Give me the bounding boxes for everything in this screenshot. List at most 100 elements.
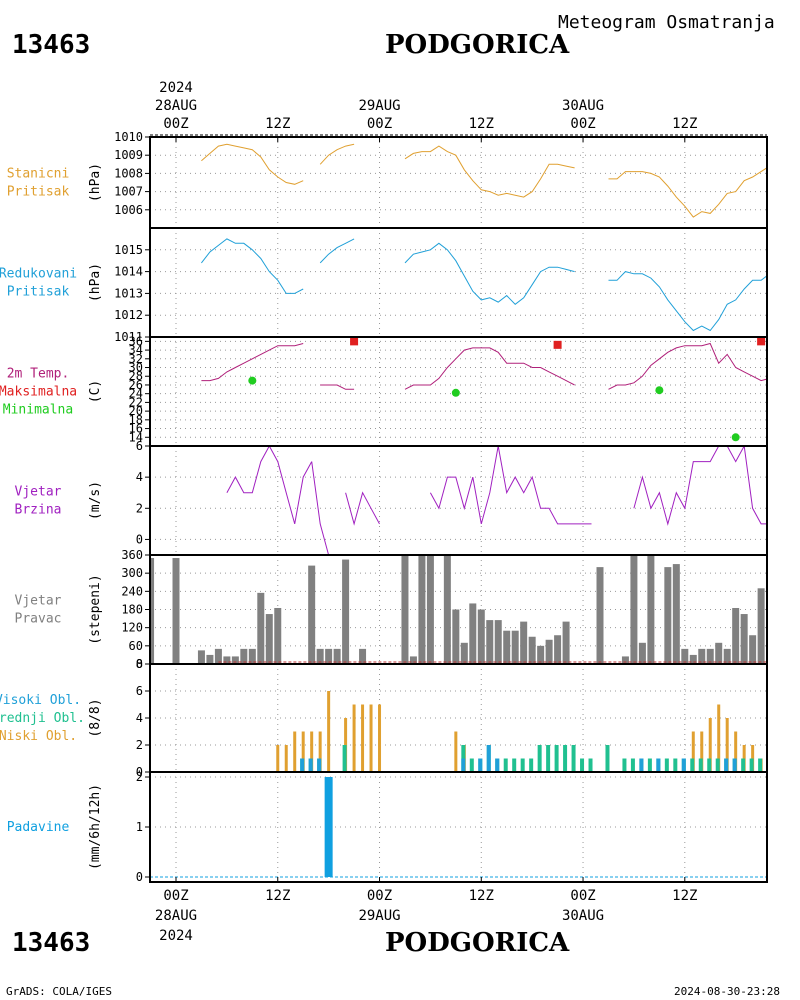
bar-4-57 xyxy=(638,642,646,664)
cloud-bar-0-37 xyxy=(768,745,771,772)
panel-name-3-0: Vjetar xyxy=(15,485,62,500)
ytick-label-3-2: 4 xyxy=(136,470,143,484)
cloud-bar-0-6 xyxy=(327,691,331,772)
top-day-label-2: 30AUG xyxy=(562,98,604,114)
panel-marks-6 xyxy=(150,777,767,878)
series-line-0-2 xyxy=(404,145,575,198)
bar-4-41 xyxy=(503,630,511,664)
meteogram-subtitle: Meteogram Osmatranja xyxy=(558,12,775,33)
bar-4-60 xyxy=(664,567,672,664)
cloud-bar-1-22 xyxy=(630,758,635,772)
bar-4-32 xyxy=(426,555,434,664)
ytick-label-5-1: 2 xyxy=(136,738,143,752)
series-line-3-1 xyxy=(311,461,330,555)
bottom-tick-label-2: 00Z xyxy=(367,888,392,904)
panel-marks-5 xyxy=(276,691,780,773)
bar-4-11 xyxy=(248,648,256,664)
ytick-label-2-9: 32 xyxy=(129,352,143,366)
cloud-bar-1-21 xyxy=(622,758,627,772)
cloud-bar-0-10 xyxy=(361,704,365,772)
ytick-label-4-1: 60 xyxy=(129,639,143,653)
station-id-bottom: 13463 xyxy=(12,928,91,958)
ytick-label-1-0: 1011 xyxy=(114,330,143,344)
cloud-bar-2-8 xyxy=(656,758,661,772)
min-temp-marker-1 xyxy=(451,388,460,397)
top-tick-label-0: 00Z xyxy=(163,116,188,132)
bar-4-46 xyxy=(545,639,553,664)
ytick-label-5-4: 8 xyxy=(136,657,143,671)
panel-3: 0 2 4 6 (m/s) Vjetar Brzina xyxy=(15,439,768,556)
panel-name-3-1: Brzina xyxy=(15,503,62,518)
ylabel-0: (hPa) xyxy=(88,163,103,202)
cloud-bar-1-30 xyxy=(698,758,703,772)
cloud-bar-1-18 xyxy=(580,758,585,772)
panel-name-1-1: Pritisak xyxy=(7,285,70,300)
panel-border-6 xyxy=(149,771,768,883)
bottom-tick-label-0: 00Z xyxy=(163,888,188,904)
city-title-bottom: PODGORICA xyxy=(385,928,570,958)
panel-name-4-0: Vjetar xyxy=(15,594,62,609)
bar-4-42 xyxy=(511,630,519,664)
ytick-label-2-6: 26 xyxy=(129,378,143,392)
cloud-bar-1-3 xyxy=(342,745,347,772)
cloud-bar-2-10 xyxy=(724,758,729,772)
series-line-3-0 xyxy=(226,446,313,525)
cloud-bar-0-12 xyxy=(378,704,382,772)
bar-4-71 xyxy=(757,588,765,664)
cloud-bar-1-5 xyxy=(469,758,474,772)
ytick-label-2-2: 18 xyxy=(129,413,143,427)
cloud-bar-2-1 xyxy=(308,758,313,772)
city-title-top: PODGORICA xyxy=(385,30,570,60)
bottom-tick-label-3: 12Z xyxy=(469,888,494,904)
panel-name-5-1: Srednji Obl. xyxy=(0,711,85,726)
ytick-label-2-0: 14 xyxy=(129,430,143,444)
bar-4-34 xyxy=(443,555,451,664)
cloud-bar-1-36 xyxy=(749,758,754,772)
ytick-label-0-4: 1010 xyxy=(114,130,143,144)
ytick-label-4-4: 240 xyxy=(121,584,143,598)
ylabel-5: (8/8) xyxy=(88,698,103,737)
cloud-bar-0-5 xyxy=(318,731,322,772)
cloud-bar-2-9 xyxy=(681,758,686,772)
series-line-2-0 xyxy=(201,343,304,382)
panel-marks-3 xyxy=(226,446,767,555)
cloud-bar-1-16 xyxy=(563,745,568,772)
cloud-bar-2-3 xyxy=(461,758,466,772)
ytick-label-0-1: 1007 xyxy=(114,185,143,199)
ytick-label-1-3: 1014 xyxy=(114,265,143,279)
bottom-year-label: 2024 xyxy=(159,928,193,944)
bar-4-2 xyxy=(172,558,180,664)
bar-6-0 xyxy=(324,777,333,877)
ytick-label-1-2: 1013 xyxy=(114,286,143,300)
cloud-bar-1-29 xyxy=(690,758,695,772)
cloud-bar-1-26 xyxy=(664,758,669,772)
ytick-label-3-1: 2 xyxy=(136,501,143,515)
ytick-label-6-0: 0 xyxy=(136,870,143,884)
cloud-bar-0-38 xyxy=(777,759,780,773)
bar-4-8 xyxy=(223,656,231,664)
panel-marks-1 xyxy=(201,238,767,332)
series-line-0-1 xyxy=(319,143,355,165)
cloud-bar-1-20 xyxy=(605,745,610,772)
ytick-label-2-1: 16 xyxy=(129,422,143,436)
top-tick-label-3: 12Z xyxy=(469,116,494,132)
bar-4-37 xyxy=(469,603,477,664)
station-id-top: 13463 xyxy=(12,30,91,60)
cloud-bar-2-7 xyxy=(639,758,644,772)
cloud-bar-0-2 xyxy=(293,731,297,772)
bar-4-48 xyxy=(562,621,570,664)
ytick-label-0-0: 1006 xyxy=(114,203,143,217)
series-line-3-4 xyxy=(633,446,767,526)
cloud-bar-0-11 xyxy=(369,704,373,772)
cloud-bar-0-0 xyxy=(276,745,280,772)
bottom-day-label-2: 30AUG xyxy=(562,908,604,924)
panel-4: 0 60 120 180 240 300 360 (stepeni) Vjetar Pravac xyxy=(15,548,768,671)
panel-marks-0 xyxy=(201,143,767,218)
grads-credit: GrADS: COLA/IGES xyxy=(6,985,112,998)
panel-marks-4 xyxy=(150,555,767,664)
bar-4-58 xyxy=(647,555,655,664)
cloud-bar-1-13 xyxy=(537,745,542,772)
top-day-label-1: 29AUG xyxy=(358,98,400,114)
